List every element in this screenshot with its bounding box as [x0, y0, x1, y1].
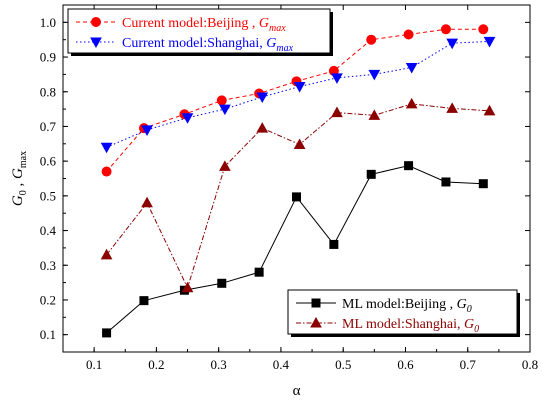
legend-label-sub: max [269, 23, 286, 34]
y-title-part: , [10, 179, 26, 190]
legend-marker [310, 316, 322, 328]
y-tick-label: 0.2 [40, 292, 56, 307]
y-ticks: 0.1 0.2 0.3 0.4 0.5 0.6 0.7 0.8 0.9 1.0 [40, 4, 530, 353]
data-point [331, 106, 343, 118]
data-point [181, 113, 194, 124]
x-tick-label: 0.2 [148, 357, 164, 372]
data-point [368, 109, 381, 120]
data-point [293, 82, 306, 93]
legend-box [67, 8, 331, 54]
data-point [478, 179, 488, 189]
data-point [256, 92, 269, 103]
y-title-part: max [18, 151, 29, 168]
legend-label-sub: 0 [474, 324, 479, 335]
legend-label-sub: 0 [467, 304, 472, 315]
y-axis-title: G0 , Gmax [10, 151, 29, 206]
legend-item: Current model:Beijing , Gmax [76, 16, 286, 34]
data-point [139, 296, 149, 306]
data-point [483, 36, 496, 48]
data-point [181, 281, 194, 293]
y-tick-label: 1.0 [40, 15, 56, 30]
legend-label-main: Current model:Shanghai, [122, 36, 266, 51]
data-point [101, 166, 112, 177]
y-title-part: 0 [18, 190, 29, 195]
x-tick-label: 0.1 [86, 357, 102, 372]
legend-label-main: ML model:Shanghai, [342, 317, 464, 332]
series-1 [100, 36, 496, 154]
data-point [331, 73, 343, 84]
legend-label-g: G [266, 36, 276, 51]
data-point [219, 160, 231, 171]
data-point [404, 161, 414, 171]
x-tick-label: 0.7 [460, 357, 477, 372]
data-point [366, 169, 376, 179]
data-point [100, 248, 113, 260]
y-tick-label: 0.4 [40, 223, 57, 238]
x-tick-label: 0.4 [273, 357, 290, 372]
data-point [441, 177, 451, 187]
data-point [483, 104, 496, 116]
x-tick-label: 0.3 [211, 357, 227, 372]
data-point [440, 24, 451, 35]
legend-label: Current model:Beijing , Gmax [122, 16, 286, 34]
y-title-part: G [10, 168, 26, 179]
legend-label-g: G [259, 16, 269, 31]
legend-label: ML model:Beijing , G0 [342, 297, 472, 315]
data-point [216, 95, 227, 106]
data-point [478, 24, 489, 35]
data-point [329, 239, 339, 249]
data-point [403, 29, 414, 40]
data-point [256, 122, 269, 133]
data-point [141, 125, 153, 136]
y-tick-label: 0.1 [40, 327, 56, 342]
legend-box [287, 289, 518, 335]
legend-label-g: G [464, 317, 474, 332]
y-title-part: G [10, 195, 26, 206]
legend-marker [311, 298, 321, 308]
legend-label-sub: max [276, 43, 293, 54]
y-tick-label: 0.6 [40, 154, 57, 169]
data-point [366, 34, 377, 45]
data-point [102, 328, 112, 338]
legend-label: Current model:Shanghai, Gmax [122, 36, 294, 54]
x-axis-title: α [293, 383, 301, 399]
data-point [219, 104, 231, 116]
legend-item: ML model:Shanghai, G0 [296, 316, 479, 335]
x-tick-label: 0.8 [522, 357, 538, 372]
data-point [100, 142, 113, 154]
y-tick-label: 0.3 [40, 258, 56, 273]
legend-marker [90, 37, 102, 49]
data-point [254, 267, 264, 277]
legend-item: ML model:Beijing , G0 [296, 297, 472, 315]
data-point [293, 138, 306, 149]
series-line [106, 40, 490, 148]
x-tick-label: 0.6 [397, 357, 414, 372]
data-point [292, 192, 301, 202]
data-point [217, 278, 227, 288]
x-tick-label: 0.5 [335, 357, 351, 372]
legend-label-main: ML model:Beijing , [342, 297, 457, 312]
legend-label-main: Current model:Beijing , [122, 16, 259, 31]
x-ticks: 0.1 0.2 0.3 0.4 0.5 0.6 0.7 0.8 [62, 5, 538, 372]
legend-label: ML model:Shanghai, G0 [342, 317, 479, 335]
data-point [141, 196, 153, 208]
data-point [446, 102, 459, 113]
y-tick-label: 0.5 [40, 188, 56, 203]
data-point [368, 69, 381, 81]
series-3 [100, 97, 496, 293]
legend-item: Current model:Shanghai, Gmax [76, 36, 294, 54]
data-point [405, 62, 418, 74]
y-tick-label: 0.9 [40, 50, 56, 65]
series-layer [100, 24, 496, 338]
legend-marker [91, 17, 101, 27]
y-tick-label: 0.8 [40, 84, 56, 99]
data-point [405, 97, 418, 109]
data-point [446, 38, 459, 50]
y-tick-label: 0.7 [40, 119, 57, 134]
legend-label-g: G [457, 297, 467, 312]
